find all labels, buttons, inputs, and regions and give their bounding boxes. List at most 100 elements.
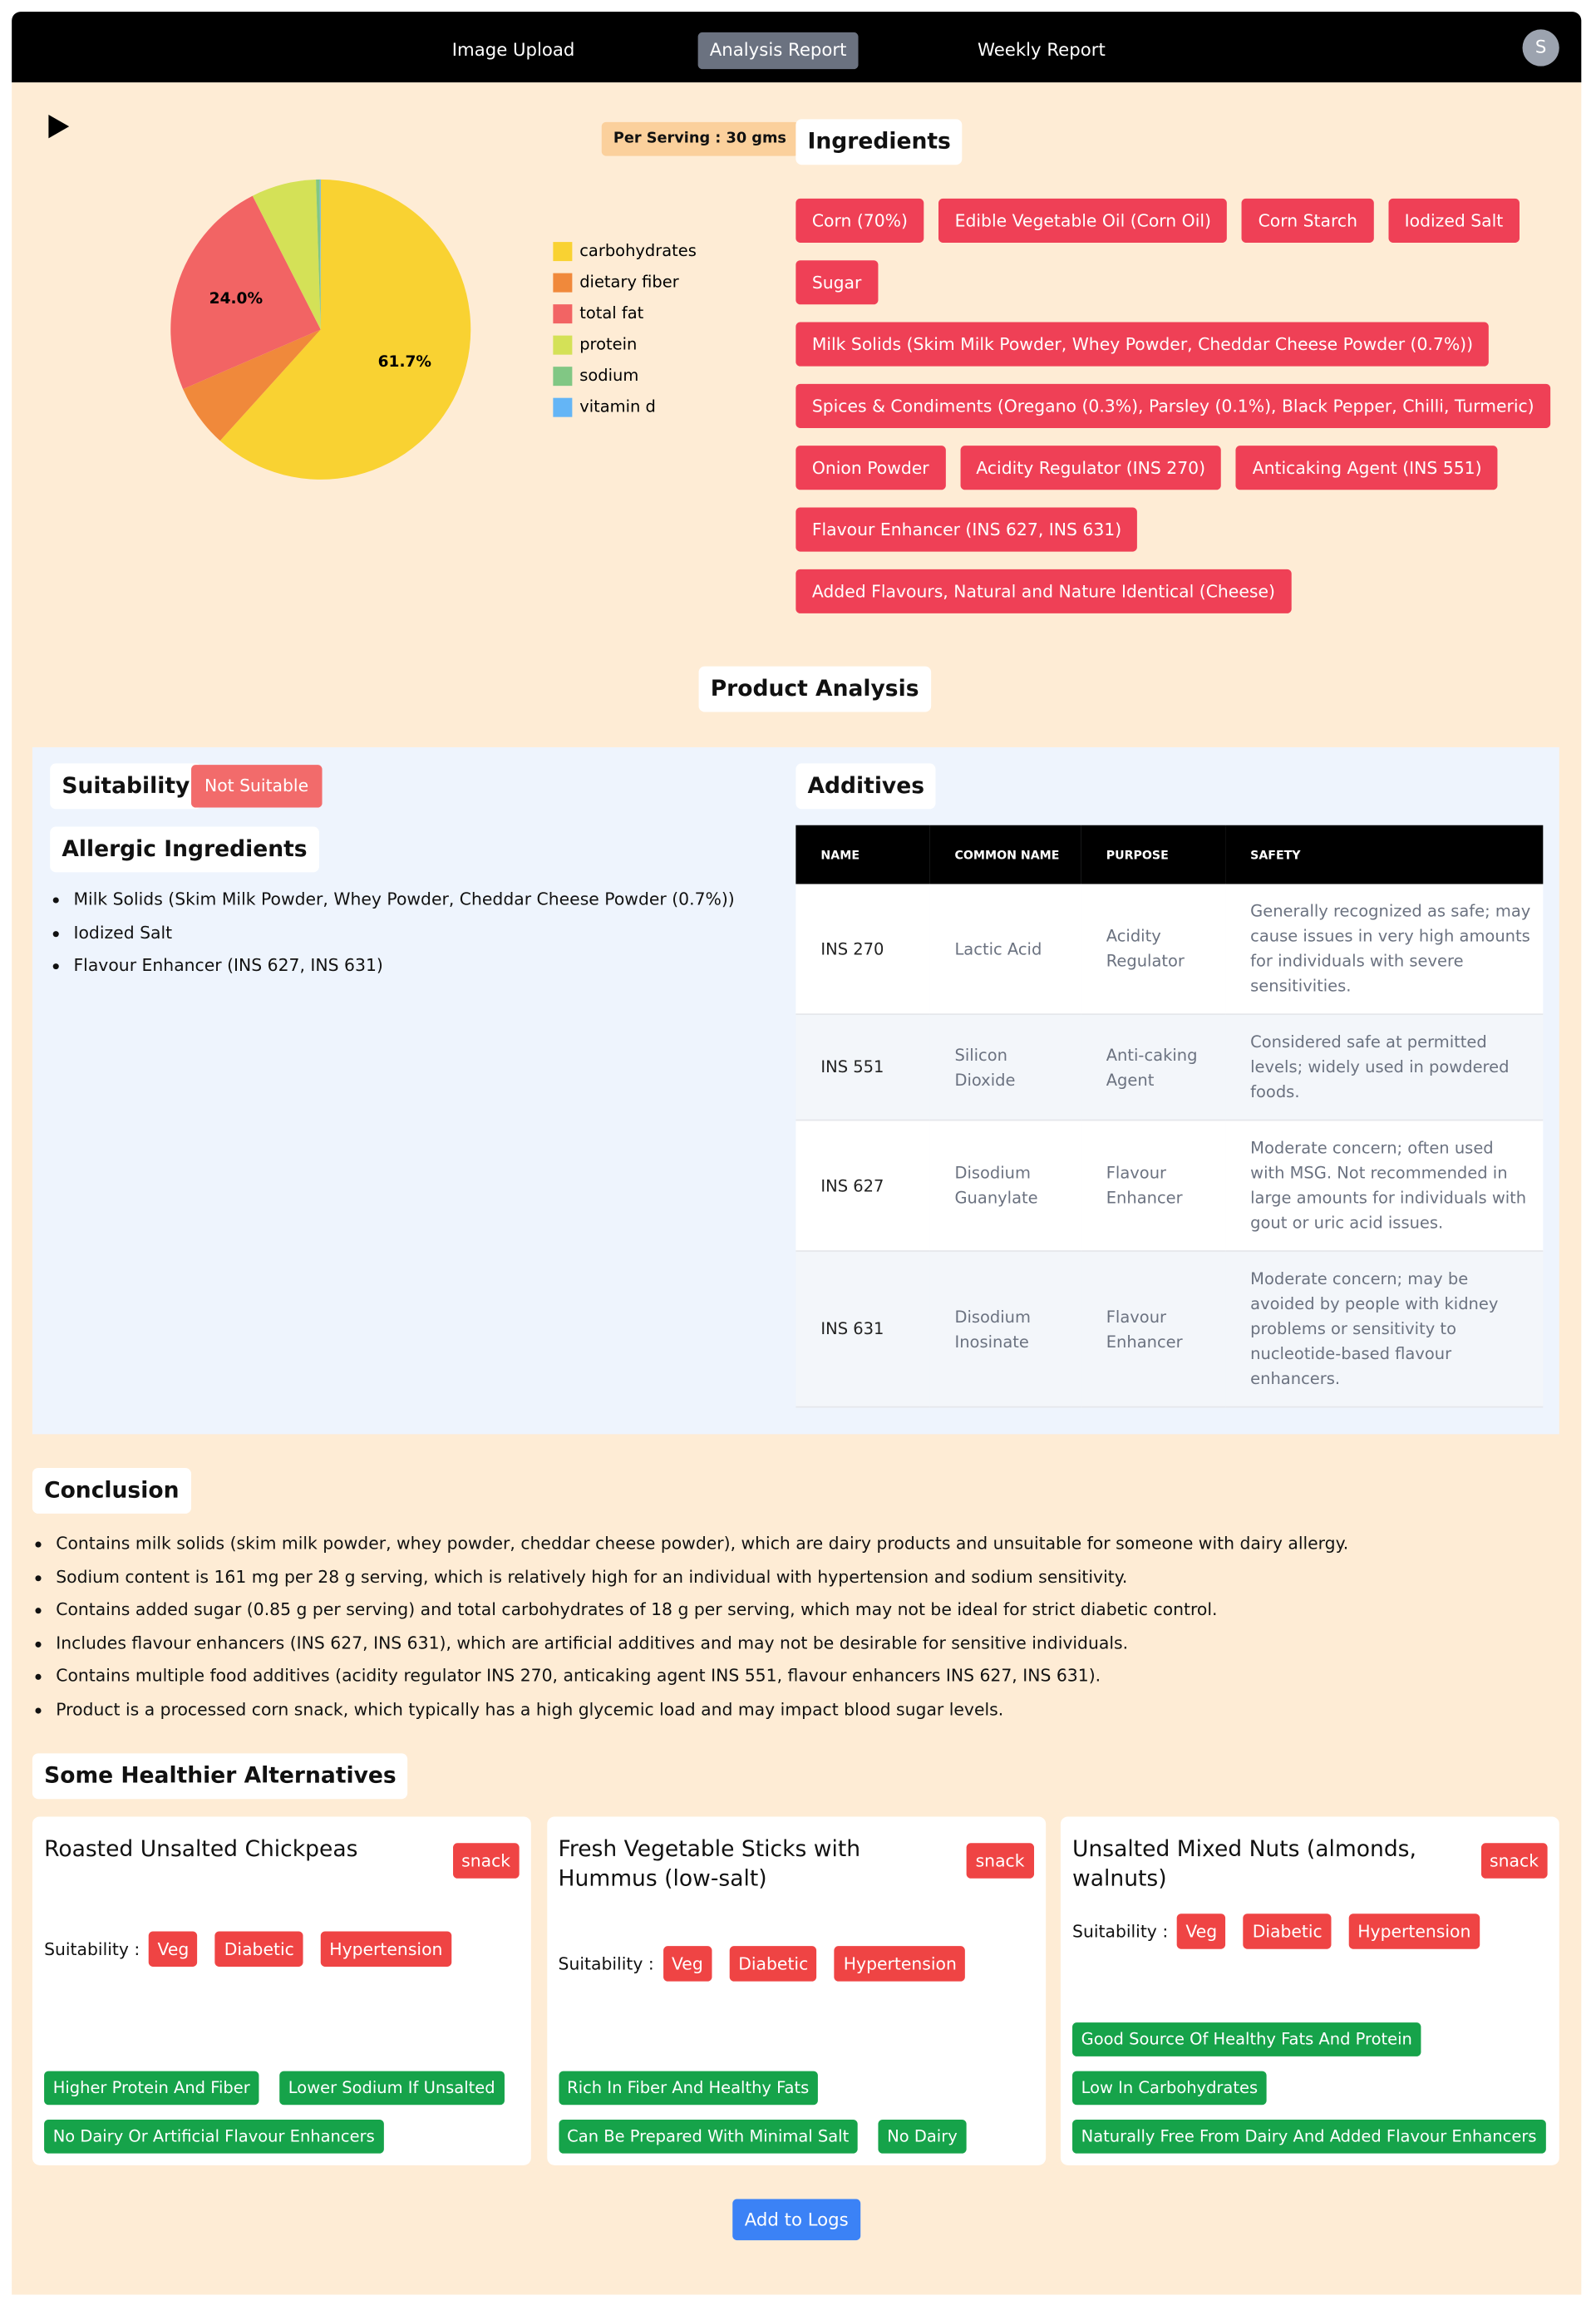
- serving-badge: Per Serving : 30 gms: [601, 121, 799, 156]
- card-title: Unsalted Mixed Nuts (almonds, walnuts): [1072, 1835, 1416, 1892]
- benefit-chip: Lower Sodium If Unsalted: [279, 2071, 505, 2106]
- conclusion-item: Contains milk solids (skim milk powder, …: [56, 1527, 1348, 1560]
- avatar[interactable]: S: [1522, 29, 1559, 66]
- benefit-list: Higher Protein And Fiber Lower Sodium If …: [44, 2071, 520, 2154]
- card-header: Fresh Vegetable Sticks with Hummus (low-…: [559, 1829, 1034, 1894]
- table-header: NAME COMMON NAME PURPOSE SAFETY: [796, 825, 1544, 884]
- conclusion-list: Contains milk solids (skim milk powder, …: [32, 1527, 1348, 1726]
- play-icon[interactable]: [48, 115, 70, 139]
- suitability-chip: Veg: [1176, 1914, 1226, 1949]
- section-title: Ingredients: [796, 119, 963, 165]
- suitability-chip: Veg: [663, 1946, 712, 1982]
- tag-badge: snack: [452, 1843, 520, 1879]
- section-title: Some Healthier Alternatives: [32, 1753, 408, 1800]
- table-body: INS 270 Lactic Acid Acidity Regulator Gener…: [796, 884, 1544, 1407]
- table-cell: INS 631: [820, 1319, 884, 1339]
- legend-swatch: [553, 242, 573, 262]
- alternative-card: Fresh Vegetable Sticks with Hummus (low-…: [546, 1816, 1046, 2165]
- table-cell: Disodium Inosinate: [954, 1307, 1031, 1352]
- tag-badge: snack: [966, 1843, 1034, 1879]
- ingredient-chip: Iodized Salt: [1388, 198, 1520, 243]
- table-cell: Considered safe at permitted levels; wid…: [1250, 1032, 1510, 1102]
- card-top: Roasted Unsalted Chickpeas snack Suitabili…: [44, 1829, 520, 1967]
- nav-item[interactable]: Image Upload: [451, 39, 575, 61]
- card-title: Roasted Unsalted Chickpeas: [44, 1835, 358, 1863]
- column-header: NAME: [796, 825, 930, 884]
- table-row: INS 270 Lactic Acid Acidity Regulator Gener…: [796, 884, 1544, 1015]
- conclusion-item: Contains added sugar (0.85 g per serving…: [56, 1593, 1348, 1627]
- ingredient-chip: Edible Vegetable Oil (Corn Oil): [938, 198, 1228, 243]
- suitability-chip: Hypertension: [835, 1946, 966, 1982]
- additives-table: NAME COMMON NAME PURPOSE SAFETY INS 270 Lacti…: [796, 825, 1544, 1408]
- pie-slice: [219, 179, 471, 480]
- ingredient-chip: Corn (70%): [796, 198, 924, 243]
- table-cell: Acidity Regulator: [1106, 926, 1185, 971]
- column-header: SAFETY: [1225, 825, 1544, 884]
- benefit-list: Good Source Of Healthy Fats And Protein L…: [1072, 2022, 1548, 2154]
- pie-slice: [316, 179, 321, 330]
- benefit-chip: Can Be Prepared With Minimal Salt: [558, 2119, 858, 2154]
- column-header: COMMON NAME: [929, 825, 1081, 884]
- benefit-chip: Good Source Of Healthy Fats And Protein: [1072, 2022, 1421, 2056]
- section-title: Additives: [796, 763, 937, 810]
- ingredient-chip: Added Flavours, Natural and Nature Ident…: [796, 569, 1292, 613]
- legend-swatch: [553, 397, 573, 417]
- benefit-chip: Naturally Free From Dairy And Added Flav…: [1072, 2119, 1546, 2154]
- table-cell: INS 551: [820, 1057, 884, 1077]
- table-cell: Lactic Acid: [954, 938, 1042, 958]
- column-header: PURPOSE: [1081, 825, 1226, 884]
- alternative-card: Unsalted Mixed Nuts (almonds, walnuts) sn…: [1060, 1816, 1559, 2165]
- suitability-chip: Diabetic: [215, 1931, 303, 1967]
- tag-badge: snack: [1480, 1843, 1548, 1879]
- table-head: NAME COMMON NAME PURPOSE SAFETY: [796, 825, 1544, 884]
- table-cell: Flavour Enhancer: [1106, 1163, 1183, 1208]
- table-cell: Anti-caking Agent: [1106, 1045, 1198, 1090]
- ingredient-list: Corn (70%) Edible Vegetable Oil (Corn Oil…: [796, 198, 1551, 613]
- ingredient-chip: Anticaking Agent (INS 551): [1236, 446, 1499, 490]
- allergic-item: Flavour Enhancer (INS 627, INS 631): [73, 949, 734, 983]
- legend-swatch: [553, 335, 573, 355]
- suitability-chip: Hypertension: [320, 1931, 452, 1967]
- allergic-list: Milk Solids (Skim Milk Powder, Whey Powd…: [50, 883, 734, 983]
- legend-label: carbohydrates: [579, 241, 697, 260]
- nav-item[interactable]: Analysis Report: [697, 32, 859, 70]
- table-cell: Generally recognized as safe; may cause …: [1250, 901, 1531, 997]
- table-row: INS 627 Disodium Guanylate Flavour Enhance…: [796, 1120, 1544, 1252]
- legend-swatch: [553, 304, 573, 324]
- pie-slice: [183, 329, 321, 441]
- section-title: Conclusion: [32, 1468, 191, 1514]
- conclusion-item: Product is a processed corn snack, which…: [56, 1693, 1348, 1726]
- section-title: Allergic Ingredients: [50, 826, 319, 873]
- table-cell: Moderate concern; may be avoided by peop…: [1250, 1269, 1499, 1389]
- section-title: Product Analysis: [698, 666, 931, 712]
- ingredient-chip: Spices & Condiments (Oregano (0.3%), Par…: [796, 383, 1551, 428]
- benefit-chip: Higher Protein And Fiber: [44, 2071, 259, 2106]
- card-header: Unsalted Mixed Nuts (almonds, walnuts) sn…: [1072, 1829, 1548, 1894]
- table-cell: Disodium Guanylate: [954, 1163, 1038, 1208]
- suitability-chip: Veg: [148, 1931, 198, 1967]
- ingredient-chip: Acidity Regulator (INS 270): [959, 446, 1222, 490]
- pie-chart: 61.7% carbohydrates dietary fiber 24.0% tota…: [48, 115, 697, 480]
- card-header: Roasted Unsalted Chickpeas snack: [44, 1829, 520, 1879]
- conclusion-item: Contains multiple food additives (acidit…: [56, 1660, 1348, 1693]
- suitability-label: Suitability :: [44, 1938, 140, 1960]
- legend-label: sodium: [579, 366, 638, 385]
- conclusion-item: Sodium content is 161 mg per 28 g servin…: [56, 1560, 1348, 1593]
- nav-item[interactable]: Weekly Report: [977, 39, 1106, 61]
- ingredient-chip: Corn Starch: [1242, 198, 1374, 243]
- navbar: Image Upload Analysis Report Weekly Report…: [12, 12, 1582, 83]
- benefit-chip: Rich In Fiber And Healthy Fats: [558, 2071, 818, 2106]
- suitability-chip: Diabetic: [729, 1946, 817, 1982]
- allergic-item: Iodized Salt: [73, 916, 734, 949]
- legend-swatch: [553, 273, 573, 293]
- add-to-logs-button[interactable]: Add to Logs: [732, 2199, 861, 2241]
- table-row: INS 631 Disodium Inosinate Flavour Enhance…: [796, 1251, 1544, 1407]
- benefit-chip: No Dairy: [878, 2119, 967, 2154]
- section-title: Suitability: [50, 763, 202, 810]
- legend-label: dietary fiber: [579, 273, 679, 292]
- suitability-chip: Hypertension: [1348, 1914, 1480, 1949]
- suitability-row: Suitability : Veg Diabetic Hypertension: [44, 1931, 520, 1967]
- slice-label: 61.7%: [378, 353, 432, 371]
